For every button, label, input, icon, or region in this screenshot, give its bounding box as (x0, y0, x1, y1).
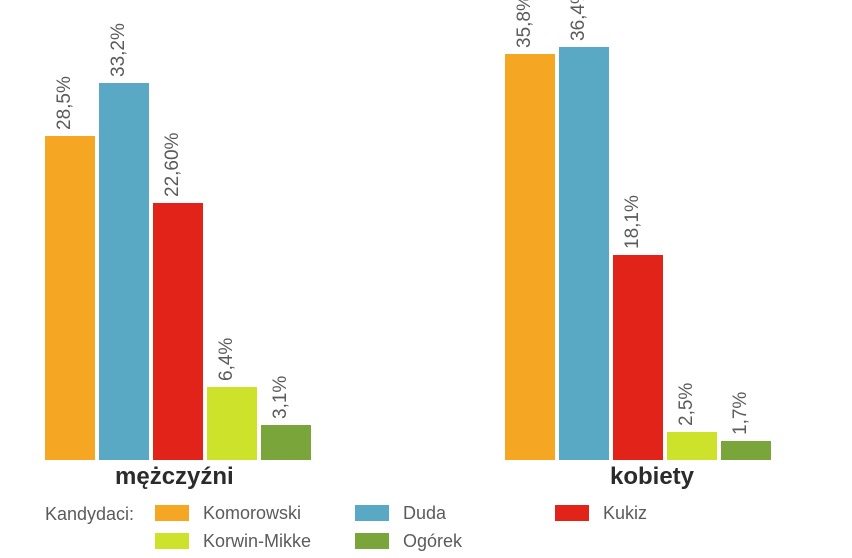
bar-rect (505, 54, 555, 460)
bar-mezczyzni-duda: 33,2% (99, 83, 149, 460)
bar-group-mezczyzni: 28,5%33,2%22,60%6,4%3,1% (45, 83, 315, 460)
bar-rect (667, 432, 717, 460)
bar-kobiety-komorowski: 35,8% (505, 54, 555, 460)
bar-rect (153, 203, 203, 460)
bar-value-label: 35,8% (514, 0, 536, 48)
bar-rect (45, 136, 95, 460)
legend-swatch (155, 505, 189, 521)
legend-swatch (555, 505, 589, 521)
legend-text: Komorowski (203, 499, 301, 527)
bar-rect (613, 255, 663, 460)
legend-item-ogórek: Ogórek (355, 527, 555, 555)
bar-value-label: 36,4% (568, 0, 590, 41)
bar-value-label: 3,1% (270, 376, 292, 419)
legend-item-kukiz: Kukiz (555, 499, 755, 527)
bar-kobiety-duda: 36,4% (559, 47, 609, 460)
bar-value-label: 22,60% (162, 133, 184, 197)
legend-text: Ogórek (403, 527, 462, 555)
bar-kobiety-ogorek: 1,7% (721, 441, 771, 460)
bar-kobiety-kukiz: 18,1% (613, 255, 663, 460)
bar-value-label: 18,1% (622, 195, 644, 249)
legend-row-2: Korwin-Mikke Ogórek (45, 528, 755, 556)
bar-value-label: 1,7% (730, 392, 752, 435)
group-title-kobiety: kobiety (610, 463, 694, 491)
legend-text: Korwin-Mikke (203, 527, 311, 555)
legend-row-1: Kandydaci: Komorowski Duda Kukiz (45, 500, 755, 528)
bar-mezczyzni-kukiz: 22,60% (153, 203, 203, 460)
bar-rect (559, 47, 609, 460)
group-title-mezczyzni: mężczyźni (115, 463, 234, 491)
legend-items-row-1: Komorowski Duda Kukiz (155, 499, 755, 529)
legend: Kandydaci: Komorowski Duda Kukiz Korwin-Mi… (45, 500, 755, 556)
legend-label: Kandydaci: (45, 500, 155, 528)
legend-items-row-2: Korwin-Mikke Ogórek (155, 527, 555, 557)
legend-swatch (355, 533, 389, 549)
legend-item-korwin-mikke: Korwin-Mikke (155, 527, 355, 555)
bar-rect (207, 387, 257, 460)
bar-value-label: 2,5% (676, 383, 698, 426)
legend-swatch (155, 533, 189, 549)
legend-text: Duda (403, 499, 446, 527)
bar-value-label: 6,4% (216, 338, 238, 381)
bar-kobiety-korwin: 2,5% (667, 432, 717, 460)
legend-item-duda: Duda (355, 499, 555, 527)
bar-value-label: 28,5% (54, 76, 76, 130)
bar-mezczyzni-korwin: 6,4% (207, 387, 257, 460)
bar-rect (721, 441, 771, 460)
bar-mezczyzni-komorowski: 28,5% (45, 136, 95, 460)
chart-area: 28,5%33,2%22,60%6,4%3,1% 35,8%36,4%18,1%… (0, 0, 852, 495)
bar-value-label: 33,2% (108, 23, 130, 77)
legend-text: Kukiz (603, 499, 647, 527)
legend-item-komorowski: Komorowski (155, 499, 355, 527)
legend-swatch (355, 505, 389, 521)
bar-rect (99, 83, 149, 460)
bar-rect (261, 425, 311, 460)
bar-group-kobiety: 35,8%36,4%18,1%2,5%1,7% (505, 47, 775, 460)
bar-mezczyzni-ogorek: 3,1% (261, 425, 311, 460)
